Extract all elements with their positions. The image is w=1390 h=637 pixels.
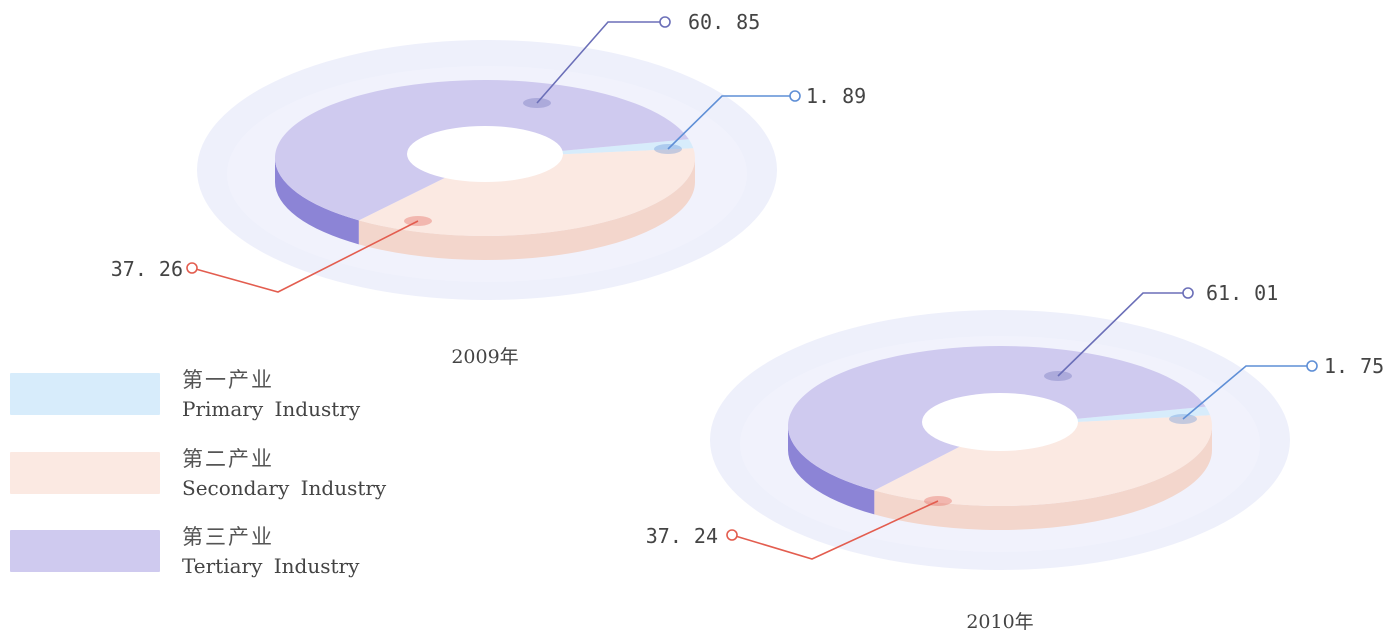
leader-line: [731, 500, 939, 560]
legend-label-en-primary: Primary Industry: [182, 397, 361, 421]
slice-side-secondary: [358, 158, 695, 260]
donut-hole: [922, 393, 1078, 451]
leader-line: [1057, 292, 1188, 377]
value-label-tertiary: 61. 01: [1206, 281, 1278, 305]
slice-side-tertiary: [788, 426, 875, 515]
donut-chart-2: 1. 75 37. 24 61. 01 2010年: [646, 281, 1384, 633]
legend-swatch-tertiary: [10, 530, 160, 572]
leader-marker: [659, 16, 671, 28]
value-label-primary: 1. 89: [806, 84, 866, 108]
slice-secondary: [874, 415, 1213, 506]
chart-title: 2009年: [451, 346, 518, 368]
legend-swatch-primary: [10, 373, 160, 415]
value-label-secondary: 37. 24: [646, 524, 718, 548]
legend-label-en-secondary: Secondary Industry: [182, 476, 387, 500]
donut-chart-1: 1. 89 37. 26 60. 85 2009年: [111, 10, 866, 368]
leader-tertiary: 60. 85: [523, 10, 760, 108]
leader-primary: 1. 89: [654, 84, 866, 154]
legend-label-en-tertiary: Tertiary Industry: [182, 554, 360, 578]
legend-label-zh-tertiary: 第三产业: [182, 525, 274, 549]
legend-item-primary: 第一产业 Primary Industry: [10, 368, 400, 424]
legend-item-tertiary: 第三产业 Tertiary Industry: [10, 525, 400, 581]
legend: 第一产业 Primary Industry 第二产业 Secondary Ind…: [10, 368, 400, 578]
leader-marker: [726, 529, 738, 541]
leader-secondary: 37. 26: [111, 216, 432, 293]
legend-swatch-secondary: [10, 452, 160, 494]
leader-marker: [1182, 287, 1194, 299]
leader-line: [191, 220, 419, 293]
value-label-primary: 1. 75: [1324, 354, 1384, 378]
slice-side-tertiary: [275, 158, 359, 245]
legend-label-zh-secondary: 第二产业: [182, 447, 274, 471]
leader-line: [1182, 365, 1312, 420]
leader-line: [536, 21, 665, 104]
leader-line: [667, 95, 795, 150]
value-label-secondary: 37. 26: [111, 257, 183, 281]
chart-title: 2010年: [966, 611, 1033, 633]
leader-secondary: 37. 24: [646, 496, 952, 560]
legend-item-secondary: 第二产业 Secondary Industry: [10, 447, 400, 503]
legend-label-zh-primary: 第一产业: [182, 368, 274, 392]
leader-marker: [1306, 360, 1318, 372]
slice-secondary: [358, 148, 696, 236]
slice-side-secondary: [874, 426, 1212, 530]
leader-marker: [789, 90, 801, 102]
donut-hole: [407, 126, 563, 182]
leader-marker: [186, 262, 198, 274]
leader-tertiary: 61. 01: [1044, 281, 1278, 381]
leader-primary: 1. 75: [1169, 354, 1384, 424]
value-label-tertiary: 60. 85: [688, 10, 760, 34]
